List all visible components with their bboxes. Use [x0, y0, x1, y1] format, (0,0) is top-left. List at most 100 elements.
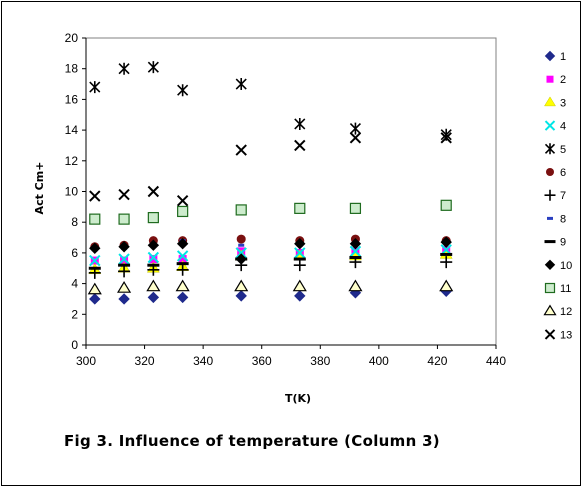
plot-area	[85, 37, 497, 346]
x-tick-label: 340	[193, 354, 213, 368]
data-point	[234, 279, 249, 292]
data-point	[294, 290, 306, 302]
data-point	[176, 262, 189, 266]
data-point	[117, 281, 132, 293]
legend-item: 12	[543, 304, 572, 318]
legend-marker	[544, 240, 556, 244]
legend-label: 13	[560, 329, 572, 341]
data-points	[87, 61, 454, 305]
legend-label: 3	[560, 97, 566, 109]
legend-label: 8	[560, 213, 566, 225]
data-point	[440, 252, 453, 256]
data-point	[440, 236, 452, 248]
plot-border	[85, 37, 497, 346]
series-12	[87, 279, 454, 295]
data-point	[440, 199, 452, 211]
data-point	[292, 279, 307, 292]
x-tick-label: 420	[427, 354, 447, 368]
data-point	[175, 279, 190, 292]
y-tick-label: 16	[65, 92, 79, 106]
data-point	[235, 247, 247, 259]
data-point	[118, 62, 130, 75]
data-point	[294, 202, 306, 214]
data-point	[177, 205, 189, 218]
x-tick-label: 300	[76, 354, 96, 368]
data-point	[176, 291, 189, 304]
legend-marker	[546, 168, 554, 176]
data-point	[178, 255, 187, 264]
data-point	[120, 256, 129, 265]
y-tick-label: 14	[65, 123, 79, 137]
legend-label: 4	[560, 121, 566, 133]
data-point	[176, 263, 189, 276]
data-point	[349, 256, 362, 260]
data-point	[293, 259, 306, 272]
data-point	[294, 117, 306, 130]
data-point	[147, 239, 160, 251]
data-point	[147, 185, 160, 198]
y-tick-label: 2	[71, 307, 78, 321]
y-tick-label: 6	[71, 246, 78, 260]
x-tick-label: 320	[135, 354, 155, 368]
data-point	[147, 251, 160, 264]
data-point	[236, 234, 246, 244]
legend-item: 13	[544, 329, 572, 341]
legend-label: 11	[560, 283, 571, 295]
legend-label: 7	[560, 190, 566, 202]
legend-marker	[544, 329, 556, 340]
legend-label: 12	[560, 306, 572, 318]
data-point	[294, 247, 306, 259]
y-tick-label: 10	[65, 185, 79, 199]
data-point	[118, 265, 131, 278]
x-tick-label: 400	[369, 354, 389, 368]
y-tick-label: 4	[71, 277, 78, 291]
data-point	[147, 61, 159, 74]
data-point	[176, 237, 189, 250]
data-point	[349, 237, 362, 250]
series-10	[89, 236, 452, 265]
data-point	[439, 279, 454, 292]
legend-item: 11	[544, 282, 571, 295]
data-point	[177, 84, 189, 97]
data-point	[118, 253, 130, 265]
data-point	[349, 122, 361, 135]
data-point	[293, 257, 306, 261]
legend-marker	[546, 75, 554, 83]
y-tick-label: 20	[65, 31, 79, 45]
legend-item: 5	[544, 143, 566, 156]
data-point	[89, 190, 101, 202]
y-tick-label: 8	[71, 215, 78, 229]
y-tick-label: 12	[65, 154, 79, 168]
legend-marker	[544, 96, 556, 107]
series-11	[89, 199, 452, 225]
x-axis-ticks: 300 320 340 360 380 400 420 440	[76, 345, 506, 368]
data-point	[294, 237, 306, 250]
legend-label: 6	[560, 167, 566, 179]
data-point	[146, 279, 161, 292]
data-point	[89, 81, 101, 94]
data-point	[149, 255, 158, 264]
legend-label: 2	[560, 74, 566, 86]
legend-item: 7	[544, 189, 566, 202]
x-tick-label: 380	[310, 354, 330, 368]
legend-item: 6	[546, 167, 566, 179]
legend-marker	[544, 50, 556, 62]
x-axis-title: T(K)	[285, 392, 311, 405]
y-tick-label: 0	[71, 338, 78, 352]
data-point	[176, 250, 189, 262]
data-point	[294, 139, 306, 152]
data-point	[235, 78, 247, 91]
data-point	[235, 290, 247, 302]
legend-item: 9	[544, 237, 566, 249]
data-point	[176, 195, 189, 207]
data-point	[118, 263, 131, 267]
data-point	[147, 291, 160, 304]
legend-label: 10	[560, 260, 572, 272]
data-point	[147, 263, 160, 267]
legend-item: 1	[544, 50, 566, 63]
legend-item: 8	[547, 213, 566, 225]
data-point	[349, 132, 362, 144]
data-point	[118, 293, 130, 305]
